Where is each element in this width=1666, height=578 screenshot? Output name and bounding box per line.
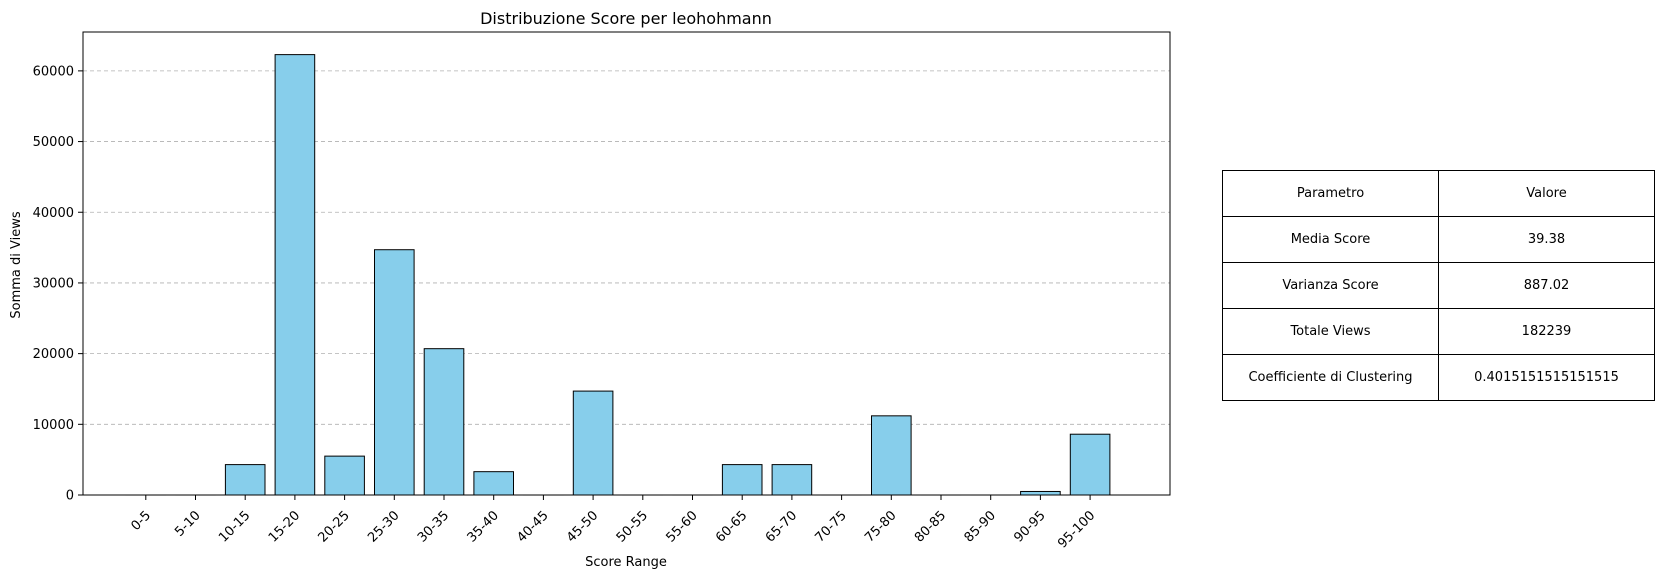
table-cell: 182239	[1438, 308, 1655, 355]
table-cell: 39.38	[1438, 216, 1655, 263]
y-tick-label: 20000	[33, 347, 74, 362]
y-tick-label: 10000	[33, 418, 74, 433]
y-ticks: 0 10000 20000 30000 40000 50000 60000	[33, 64, 83, 504]
x-tick-label: 5-10	[172, 508, 203, 539]
x-tick-label: 15-20	[266, 508, 303, 545]
grid-lines	[83, 70, 1170, 425]
table-cell: Coefficiente di Clustering	[1222, 354, 1439, 401]
bar	[224, 464, 266, 496]
bar	[423, 348, 465, 496]
x-tick-label: 35-40	[465, 508, 502, 545]
y-tick-label: 30000	[33, 276, 74, 291]
x-tick-label: 10-15	[216, 508, 253, 545]
y-tick-label: 40000	[33, 206, 74, 221]
x-tick-label: 90-95	[1011, 508, 1048, 545]
x-tick-label: 80-85	[912, 508, 949, 545]
x-tick-label: 0-5	[128, 508, 154, 534]
table-cell: 887.02	[1438, 262, 1655, 309]
x-tick-label: 30-35	[415, 508, 452, 545]
x-tick-label: 75-80	[862, 508, 899, 545]
x-tick-label: 45-50	[564, 508, 601, 545]
bar	[721, 464, 763, 496]
y-axis-label: Somma di Views	[9, 211, 24, 318]
table-row: Totale Views 182239	[1222, 308, 1655, 355]
table-cell: Totale Views	[1222, 308, 1439, 355]
x-ticks: 0-5 5-10 10-15 15-20 20-25 25-30 30-35 35-40 40-…	[128, 495, 1098, 551]
table-cell: 0.4015151515151515	[1438, 354, 1655, 401]
y-tick-label: 0	[66, 489, 74, 504]
table-row: Media Score 39.38	[1222, 216, 1655, 263]
y-tick-label: 60000	[33, 64, 74, 79]
table-header-cell: Valore	[1438, 170, 1655, 217]
bar	[324, 455, 365, 496]
bar-chart: Distribuzione Score per leohohmann 0 1000…	[9, 9, 1171, 570]
bars	[125, 54, 1111, 496]
x-tick-label: 65-70	[763, 508, 800, 545]
table-row: Varianza Score 887.02	[1222, 262, 1655, 309]
x-tick-label: 85-90	[962, 508, 999, 545]
table-row: Coefficiente di Clustering 0.40151515151…	[1222, 354, 1655, 401]
x-tick-label: 95-100	[1055, 508, 1098, 551]
chart-title: Distribuzione Score per leohohmann	[480, 9, 772, 28]
x-tick-label: 55-60	[663, 508, 700, 545]
stats-table: Parametro Valore Media Score 39.38 Varia…	[1222, 170, 1655, 401]
x-tick-label: 40-45	[514, 508, 551, 545]
bar	[1069, 433, 1111, 496]
table-cell: Varianza Score	[1222, 262, 1439, 309]
x-tick-label: 60-65	[713, 508, 750, 545]
bar	[473, 471, 514, 496]
bar	[771, 464, 813, 496]
plot-frame	[82, 31, 1171, 496]
x-axis-label: Score Range	[585, 555, 667, 570]
x-tick-label: 70-75	[813, 508, 850, 545]
table-header-cell: Parametro	[1222, 170, 1439, 217]
bar	[374, 249, 415, 496]
table-cell: Media Score	[1222, 216, 1439, 263]
bar	[1020, 490, 1061, 496]
y-tick-label: 50000	[33, 135, 74, 150]
x-tick-label: 50-55	[614, 508, 651, 545]
bar	[572, 390, 614, 496]
table-header-row: Parametro Valore	[1222, 170, 1655, 217]
bar	[871, 415, 912, 496]
x-tick-label: 20-25	[316, 508, 353, 545]
x-tick-label: 25-30	[365, 508, 402, 545]
bar	[274, 54, 316, 496]
